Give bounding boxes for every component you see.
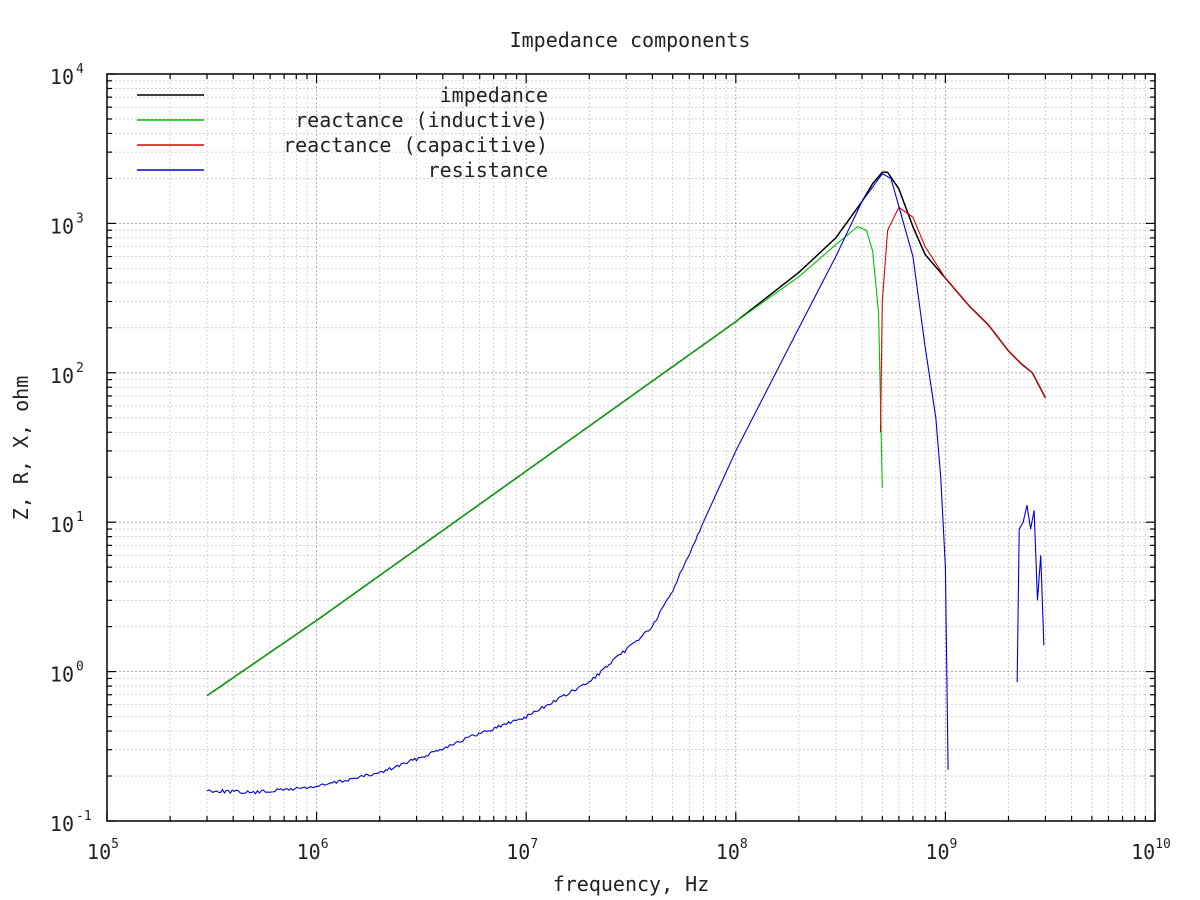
x-tick-base: 10 [716,840,740,864]
x-tick-base: 10 [297,840,321,864]
x-tick-label: 106 [297,837,329,864]
legend-entry: reactance (capacitive) [283,133,548,157]
series-line [206,226,883,697]
y-tick-label: 10 [50,364,74,388]
x-tick-base: 10 [1131,840,1155,864]
x-tick-exponent: 5 [111,837,119,852]
y-tick-exponent: 4 [76,62,84,77]
y-tick-exponent: 1 [76,510,84,525]
y-tick-exponent: 2 [76,361,84,376]
y-tick-base: 10 [50,65,74,89]
x-tick-label: 107 [506,837,538,864]
chart-title: Impedance components [510,28,751,52]
x-tick-label: 109 [925,837,957,864]
series-lines [206,171,1047,795]
x-tick-exponent: 6 [321,837,329,852]
y-tick-base: 10 [50,513,74,537]
x-tick-exponent: 9 [950,837,958,852]
legend-entry: resistance [428,158,548,182]
x-tick-base: 10 [506,840,530,864]
x-tick-label: 1010 [1131,837,1171,864]
y-tick-base: 10 [50,214,74,238]
y-tick-label: 10 [50,663,74,687]
y-tick-label: 10 [50,812,74,836]
y-tick-label: 10 [50,65,74,89]
y-tick-label: 10 [50,214,74,238]
series-line [1016,505,1045,683]
x-tick-exponent: 8 [740,837,748,852]
y-axis-label: Z, R, X, ohm [9,376,33,521]
x-axis-label: frequency, Hz [553,872,710,896]
y-tick-exponent: -1 [76,809,92,824]
y-tick-label: 10 [50,513,74,537]
x-tick-base: 10 [87,840,111,864]
y-tick-exponent: 0 [76,660,84,675]
x-tick-label: 105 [87,837,119,864]
y-tick-exponent: 3 [76,211,84,226]
legend-entry: reactance (inductive) [295,108,548,132]
grid [107,74,1155,821]
plot-frame [106,73,1156,822]
legend-entry: impedance [440,83,548,107]
series-line [206,173,949,795]
y-tick-base: 10 [50,364,74,388]
x-tick-exponent: 7 [530,837,538,852]
x-tick-base: 10 [925,840,949,864]
y-tick-base: 10 [50,812,74,836]
series-line [879,206,1046,433]
y-tick-base: 10 [50,663,74,687]
x-tick-exponent: 10 [1155,837,1171,852]
x-tick-label: 108 [716,837,748,864]
